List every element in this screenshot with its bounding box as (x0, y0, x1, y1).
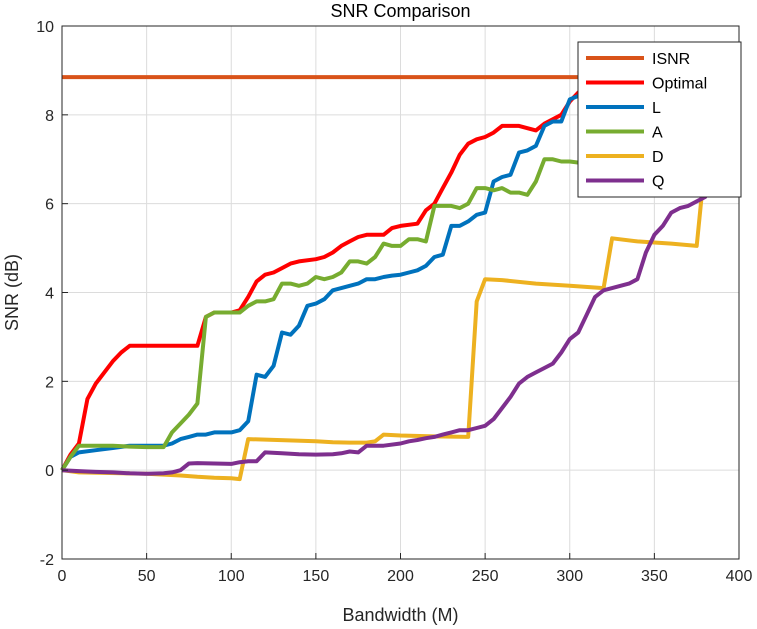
x-tick-label: 400 (726, 568, 753, 585)
y-tick-label: 10 (36, 19, 54, 36)
series-line-a (60, 76, 741, 472)
y-tick-label: 0 (45, 463, 54, 480)
x-tick-label: 50 (138, 568, 156, 585)
series-line-l (60, 75, 740, 472)
series-line-d (61, 76, 741, 482)
y-tick-label: 6 (45, 197, 54, 214)
chart-title: SNR Comparison (330, 1, 470, 21)
x-tick-label: 250 (472, 568, 499, 585)
legend-label-q: Q (652, 174, 664, 191)
x-tick-label: 300 (556, 568, 583, 585)
y-axis-label: SNR (dB) (2, 254, 22, 331)
series-line-q (61, 76, 741, 476)
y-tick-label: 2 (45, 374, 54, 391)
x-tick-label: 150 (303, 568, 330, 585)
legend-label-d: D (652, 149, 664, 166)
legend-label-a: A (652, 125, 663, 142)
legend-label-l: L (652, 100, 661, 117)
y-tick-label: 4 (45, 286, 54, 303)
y-tick-label: -2 (40, 552, 54, 569)
x-tick-label: 200 (387, 568, 414, 585)
x-tick-label: 100 (218, 568, 245, 585)
legend-label-isnr: ISNR (652, 51, 690, 68)
series-layer (60, 64, 741, 482)
x-axis-label: Bandwidth (M) (342, 605, 458, 625)
x-tick-label: 0 (58, 568, 67, 585)
legend-label-optimal: Optimal (652, 76, 707, 93)
x-tick-label: 350 (641, 568, 668, 585)
y-tick-label: 8 (45, 108, 54, 125)
series-line-optimal (60, 64, 741, 472)
legend-box (577, 41, 742, 198)
